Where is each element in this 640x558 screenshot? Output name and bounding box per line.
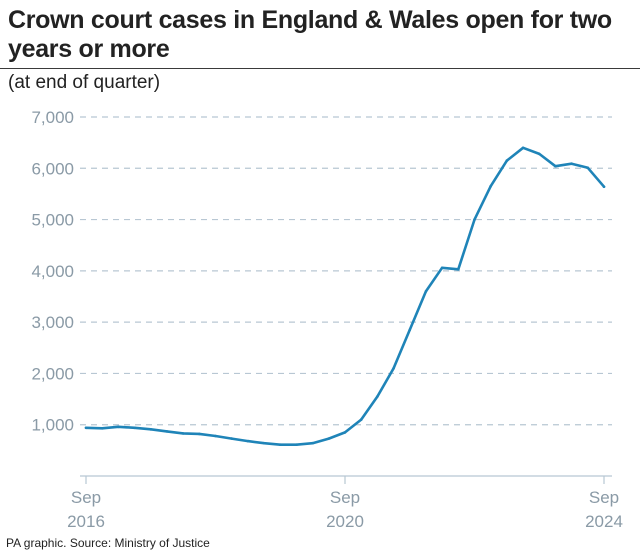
data-point: [457, 268, 460, 271]
data-point: [602, 185, 606, 189]
series-line: [84, 146, 606, 446]
y-tick-label: 5,000: [31, 211, 74, 230]
y-tick-label: 1,000: [31, 416, 74, 435]
x-tick-label: Sep: [589, 488, 619, 507]
chart-subtitle: (at end of quarter): [8, 72, 161, 93]
data-point: [343, 431, 347, 434]
data-point: [554, 164, 557, 168]
data-point: [133, 426, 136, 430]
y-tick-label: 7,000: [31, 108, 74, 127]
data-point: [262, 441, 266, 445]
data-point: [198, 432, 201, 436]
data-point: [586, 166, 590, 170]
data-point: [408, 328, 412, 332]
data-point: [521, 146, 525, 150]
y-tick-label: 4,000: [31, 262, 74, 281]
data-point: [311, 441, 314, 445]
data-point: [473, 218, 476, 221]
data-point: [246, 439, 250, 443]
data-point: [230, 437, 233, 440]
data-point: [537, 152, 541, 156]
title-divider: [0, 68, 640, 69]
x-tick-label: 2020: [326, 512, 364, 531]
data-point: [359, 418, 363, 421]
y-tick-label: 2,000: [31, 364, 74, 383]
x-tick-label: 2024: [585, 512, 623, 531]
data-point: [295, 443, 298, 447]
x-tick-label: Sep: [330, 488, 360, 507]
x-tick-label: Sep: [71, 488, 101, 507]
gridlines: [80, 116, 612, 426]
data-point: [117, 425, 120, 429]
y-axis-tick-labels: 1,000 2,000 3,000 4,000 5,000 6,000 7,000: [31, 108, 74, 435]
y-tick-label: 6,000: [31, 159, 74, 178]
series-points: [84, 146, 606, 447]
data-point: [327, 437, 331, 440]
source-note: PA graphic. Source: Ministry of Justice: [6, 536, 210, 550]
x-tick-label: 2016: [67, 512, 105, 531]
chart-title: Crown court cases in England & Wales ope…: [8, 6, 612, 63]
data-point: [84, 426, 88, 430]
data-point: [165, 430, 169, 433]
data-point: [392, 367, 395, 370]
data-point: [214, 434, 217, 438]
data-point: [489, 184, 492, 188]
data-point: [149, 428, 153, 431]
data-point: [100, 427, 104, 430]
data-point: [440, 266, 444, 270]
data-point: [181, 432, 185, 435]
data-point: [376, 395, 379, 398]
x-axis: Sep 2016 Sep 2020 Sep 2024: [67, 475, 623, 531]
data-point: [278, 443, 282, 447]
data-point: [424, 290, 428, 293]
y-tick-label: 3,000: [31, 313, 74, 332]
data-point: [505, 159, 509, 162]
data-point: [570, 162, 573, 165]
